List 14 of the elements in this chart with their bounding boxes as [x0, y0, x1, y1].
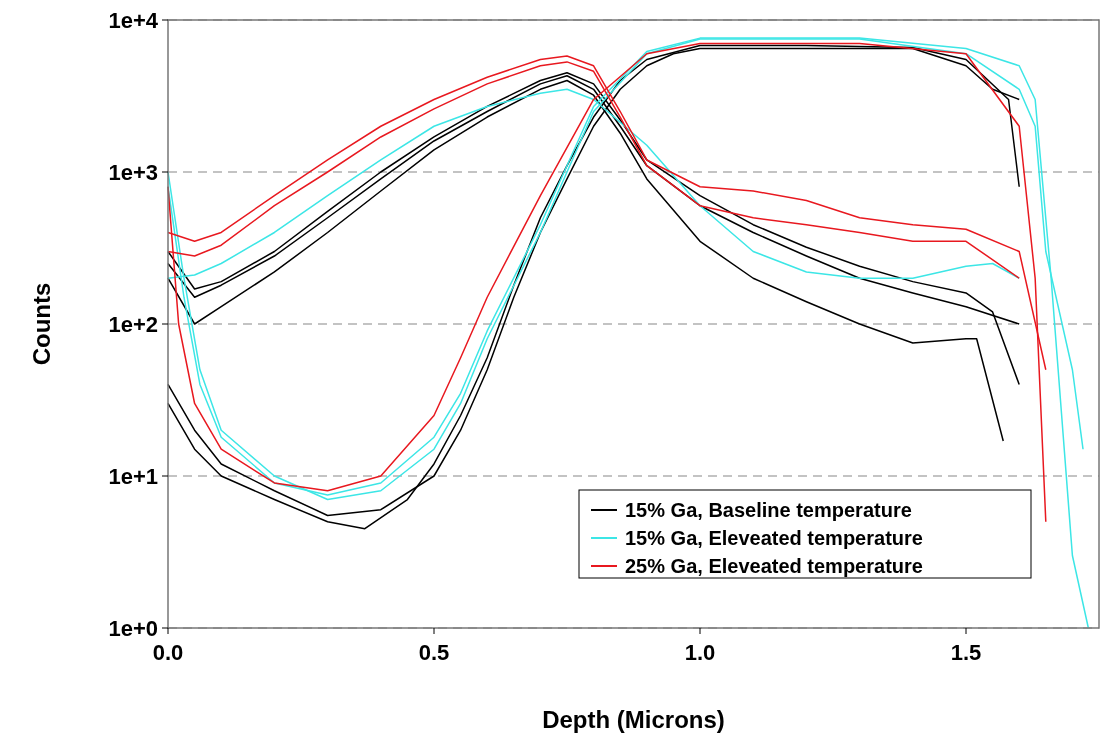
legend-label: 25% Ga, Eleveated temperature	[625, 555, 923, 577]
y-tick-label: 1e+0	[108, 615, 158, 641]
x-tick-label: 0.5	[418, 640, 450, 665]
legend-label: 15% Ga, Eleveated temperature	[625, 527, 923, 549]
y-tick-label: 1e+3	[108, 159, 158, 185]
legend-label: 15% Ga, Baseline temperature	[625, 499, 912, 521]
y-tick-label: 1e+2	[108, 311, 158, 337]
x-axis-title: Depth (Microns)	[542, 706, 725, 733]
x-tick-label: 0.0	[152, 640, 184, 665]
y-tick-label: 1e+1	[108, 463, 158, 489]
x-tick-label: 1.5	[950, 640, 982, 665]
x-tick-label: 1.0	[684, 640, 716, 665]
y-axis-title: Counts	[28, 282, 55, 366]
y-tick-label: 1e+4	[108, 7, 159, 33]
